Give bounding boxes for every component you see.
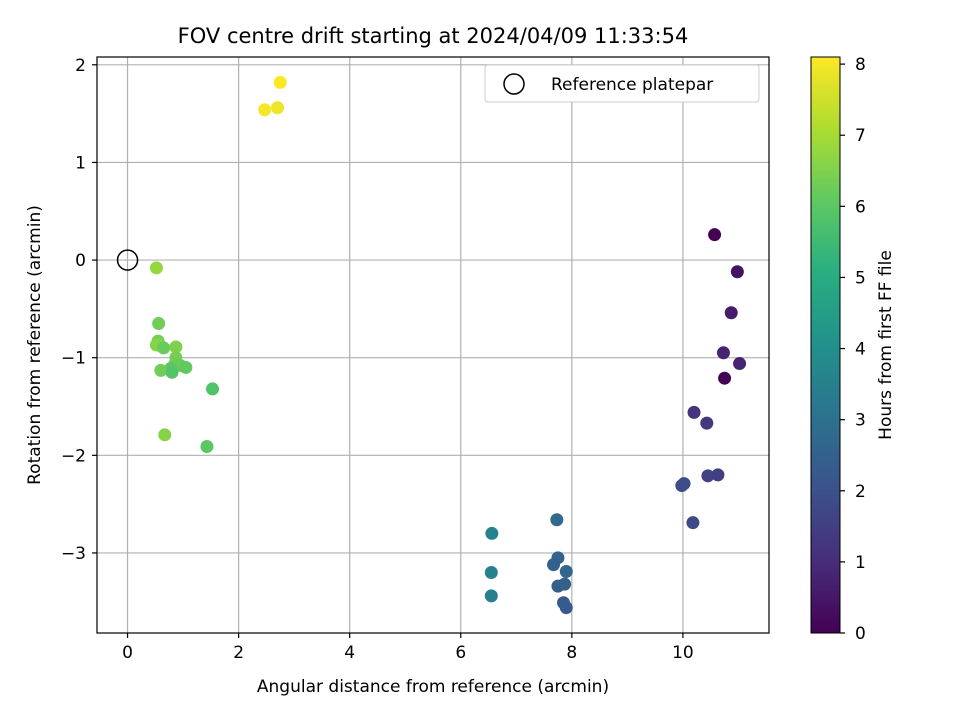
colorbar-gradient xyxy=(810,56,841,634)
chart-title: FOV centre drift starting at 2024/04/09 … xyxy=(178,24,689,48)
colorbar-tick-label: 1 xyxy=(855,553,866,573)
colorbar-label: Hours from first FF file xyxy=(876,250,896,440)
data-point xyxy=(165,365,179,379)
y-tick-label: −1 xyxy=(61,349,86,369)
data-point xyxy=(258,103,272,117)
plot-frame xyxy=(96,56,770,634)
legend: Reference platepar xyxy=(484,64,760,103)
data-point xyxy=(701,469,715,483)
x-ticks: 0 2 4 6 8 10 xyxy=(122,633,694,663)
y-tick-label: −2 xyxy=(61,446,86,466)
data-point xyxy=(687,405,701,419)
x-tick-label: 2 xyxy=(233,643,244,663)
y-tick-label: 2 xyxy=(75,56,86,76)
data-point xyxy=(154,363,168,377)
data-point xyxy=(484,589,498,603)
data-point xyxy=(708,228,722,242)
data-point xyxy=(711,468,725,482)
x-tick-label: 10 xyxy=(672,643,694,663)
data-point xyxy=(152,317,166,331)
colorbar-tick-label: 5 xyxy=(855,268,866,288)
colorbar-tick-label: 0 xyxy=(855,624,866,644)
grid-layer xyxy=(97,57,769,633)
x-tick-label: 6 xyxy=(455,643,466,663)
colorbar-tick-label: 7 xyxy=(855,126,866,146)
colorbar-tick-label: 6 xyxy=(855,197,866,217)
legend-box xyxy=(484,64,760,103)
data-point xyxy=(733,357,747,371)
points-layer xyxy=(149,75,747,615)
data-point xyxy=(550,513,564,527)
data-point xyxy=(273,75,287,89)
x-axis-label: Angular distance from reference (arcmin) xyxy=(257,677,609,697)
reference-marker xyxy=(116,249,139,271)
data-point xyxy=(724,306,738,320)
colorbar-ticks: 0 1 2 3 4 5 6 7 8 xyxy=(840,55,866,644)
colorbar: 0 1 2 3 4 5 6 7 8 Hours from first FF file xyxy=(810,55,896,644)
x-tick-label: 0 xyxy=(122,643,133,663)
data-point xyxy=(675,479,689,493)
data-point xyxy=(149,261,163,275)
colorbar-tick-label: 3 xyxy=(855,411,866,431)
y-tick-label: 1 xyxy=(75,153,86,173)
data-point xyxy=(169,340,183,354)
data-point xyxy=(158,428,172,442)
data-point xyxy=(559,564,573,578)
legend-entry-reference: Reference platepar xyxy=(551,75,713,95)
y-axis-label: Rotation from reference (arcmin) xyxy=(25,205,45,485)
x-tick-label: 8 xyxy=(566,643,577,663)
data-point xyxy=(716,346,730,360)
data-point xyxy=(547,558,561,572)
data-point xyxy=(700,416,714,430)
y-tick-label: 0 xyxy=(75,251,86,271)
colorbar-tick-label: 8 xyxy=(855,55,866,75)
data-point xyxy=(157,341,171,355)
legend-marker xyxy=(503,73,525,95)
data-point xyxy=(484,565,498,579)
data-point xyxy=(718,371,732,385)
data-point xyxy=(485,526,499,540)
plot-area xyxy=(97,57,769,633)
data-point xyxy=(558,577,572,591)
colorbar-tick-label: 4 xyxy=(855,340,866,360)
data-point xyxy=(179,360,193,374)
x-tick-label: 4 xyxy=(344,643,355,663)
y-ticks: 2 1 0 −1 −2 −3 xyxy=(61,56,97,564)
data-point xyxy=(270,101,284,115)
colorbar-tick-label: 2 xyxy=(855,482,866,502)
y-tick-label: −3 xyxy=(61,544,86,564)
data-point xyxy=(730,265,744,279)
data-point xyxy=(559,601,573,615)
data-point xyxy=(200,440,214,454)
data-point xyxy=(206,382,220,396)
data-point xyxy=(686,516,700,530)
